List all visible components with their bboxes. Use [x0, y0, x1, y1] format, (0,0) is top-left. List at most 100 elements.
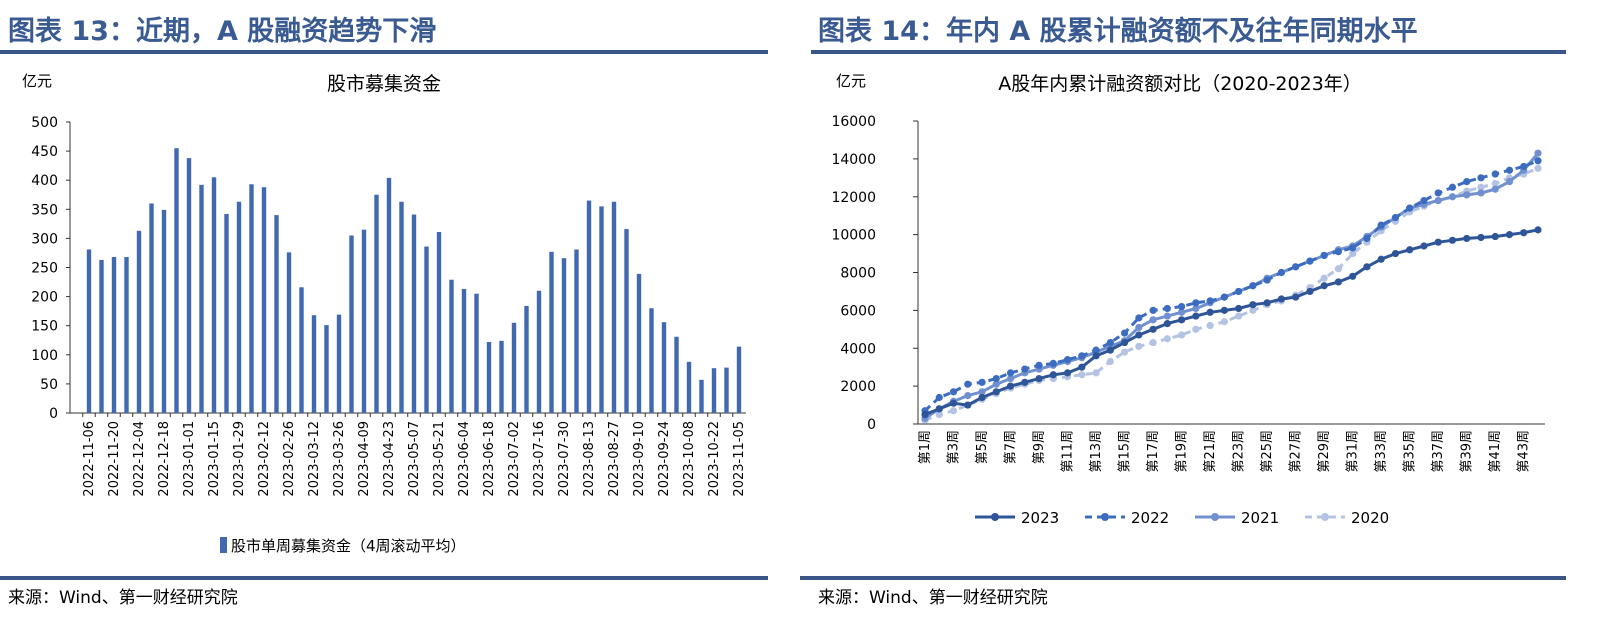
data-point-2022 [1505, 166, 1514, 174]
right-chart-title: A股年内累计融资额对比（2020-2023年） [998, 73, 1362, 95]
data-point-2022 [1349, 244, 1357, 252]
data-point-2023 [1092, 352, 1100, 360]
data-point-2021 [992, 380, 1000, 388]
data-point-2023 [1106, 346, 1114, 354]
data-point-2023 [978, 393, 986, 402]
left-y-unit: 亿元 [22, 72, 52, 90]
data-point-2022 [1163, 304, 1171, 313]
y-tick-label: 16000 [831, 114, 876, 130]
y-tick-label: 450 [31, 144, 58, 160]
data-point-2020 [1220, 318, 1228, 326]
legend-marker-2020 [1321, 513, 1329, 521]
bar [174, 148, 179, 413]
x-tick-label: 2023-05-21 [432, 421, 447, 497]
bar [549, 251, 554, 413]
data-point-2023 [1135, 331, 1143, 339]
data-point-2022 [1477, 174, 1485, 182]
data-point-2022 [1292, 263, 1300, 271]
data-point-2022 [1434, 189, 1442, 197]
bar [686, 361, 692, 413]
bar [261, 187, 267, 413]
data-point-2022 [1391, 213, 1400, 222]
bar [111, 257, 117, 413]
data-point-2023 [1163, 320, 1171, 328]
data-point-2020 [1477, 183, 1485, 191]
right-figure-title: 图表 14：年内 A 股累计融资额不及往年同期水平 [818, 15, 1418, 47]
bar [599, 206, 604, 413]
data-point-2022 [1149, 306, 1157, 314]
left-chart-title: 股市募集资金 [327, 73, 441, 95]
data-point-2020 [935, 410, 943, 419]
data-point-2023 [1078, 363, 1086, 371]
data-point-2023 [1391, 249, 1400, 258]
bar [136, 230, 142, 413]
data-point-2020 [1149, 338, 1157, 347]
bar [124, 257, 129, 413]
data-point-2023 [1220, 306, 1228, 314]
y-tick-label: 0 [867, 417, 876, 433]
x-tick-label: 第33周 [1374, 430, 1389, 473]
data-point-2023 [1120, 338, 1129, 347]
bar [724, 367, 729, 413]
data-point-2022 [1006, 369, 1015, 377]
x-tick-label: 2023-09-24 [657, 421, 672, 497]
y-tick-label: 150 [31, 319, 58, 335]
data-point-2023 [1463, 234, 1471, 243]
data-point-2022 [1249, 282, 1257, 290]
data-point-2021 [1135, 323, 1143, 332]
bar [349, 235, 354, 413]
x-tick-label: 第39周 [1460, 430, 1475, 473]
data-point-2023 [1292, 293, 1300, 301]
x-tick-label: 第41周 [1488, 430, 1503, 473]
y-tick-label: 350 [31, 202, 58, 218]
bar [99, 259, 104, 413]
legend-label-bar: 股市单周募集资金（4周滚动平均） [231, 537, 466, 555]
legend-marker-2021 [1211, 513, 1219, 521]
data-point-2022 [1277, 268, 1285, 277]
legend-label-2023: 2023 [1021, 509, 1059, 527]
bar [311, 315, 317, 413]
data-point-2023 [949, 399, 958, 407]
data-point-2021 [1534, 149, 1542, 157]
bar [524, 305, 529, 413]
bar [661, 322, 667, 413]
data-point-2023 [1035, 374, 1043, 383]
data-point-2022 [1035, 361, 1043, 369]
x-tick-label: 2023-07-30 [557, 421, 572, 497]
y-tick-label: 4000 [840, 341, 876, 357]
data-point-2022 [1220, 293, 1228, 301]
x-tick-label: 第43周 [1517, 430, 1532, 473]
data-point-2022 [1363, 234, 1371, 243]
bar [636, 273, 642, 413]
y-tick-label: 200 [31, 290, 58, 306]
data-point-2021 [1178, 308, 1186, 316]
data-point-2022 [1192, 299, 1200, 307]
bar [361, 229, 367, 413]
data-point-2022 [1448, 183, 1457, 191]
data-point-2023 [1505, 231, 1514, 239]
data-point-2022 [1377, 221, 1385, 229]
x-tick-label: 第23周 [1232, 430, 1247, 473]
data-point-2022 [935, 393, 943, 402]
data-point-2023 [1363, 263, 1371, 271]
bar [561, 258, 567, 413]
x-tick-label: 第13周 [1089, 430, 1104, 473]
x-tick-label: 第29周 [1317, 430, 1332, 473]
x-tick-label: 2023-02-26 [282, 421, 297, 497]
data-point-2023 [1192, 312, 1200, 320]
y-tick-label: 6000 [840, 303, 876, 319]
right-source-rule [800, 576, 1566, 580]
data-point-2021 [1006, 374, 1015, 383]
line-chart: 0 2000 4000 6000 8000 10000 12000 14000 16000 第1周… [831, 114, 1545, 473]
data-point-2020 [1106, 357, 1114, 366]
left-legend: 股市单周募集资金（4周滚动平均） [220, 537, 466, 555]
legend-marker-2023 [991, 513, 999, 521]
bar [511, 322, 517, 413]
data-point-2022 [1106, 338, 1114, 347]
x-tick-label: 2023-01-15 [207, 421, 222, 497]
left-title-rule [0, 50, 768, 54]
y-tick-label: 100 [31, 348, 58, 364]
right-y-unit: 亿元 [836, 72, 866, 90]
bar [574, 249, 579, 413]
